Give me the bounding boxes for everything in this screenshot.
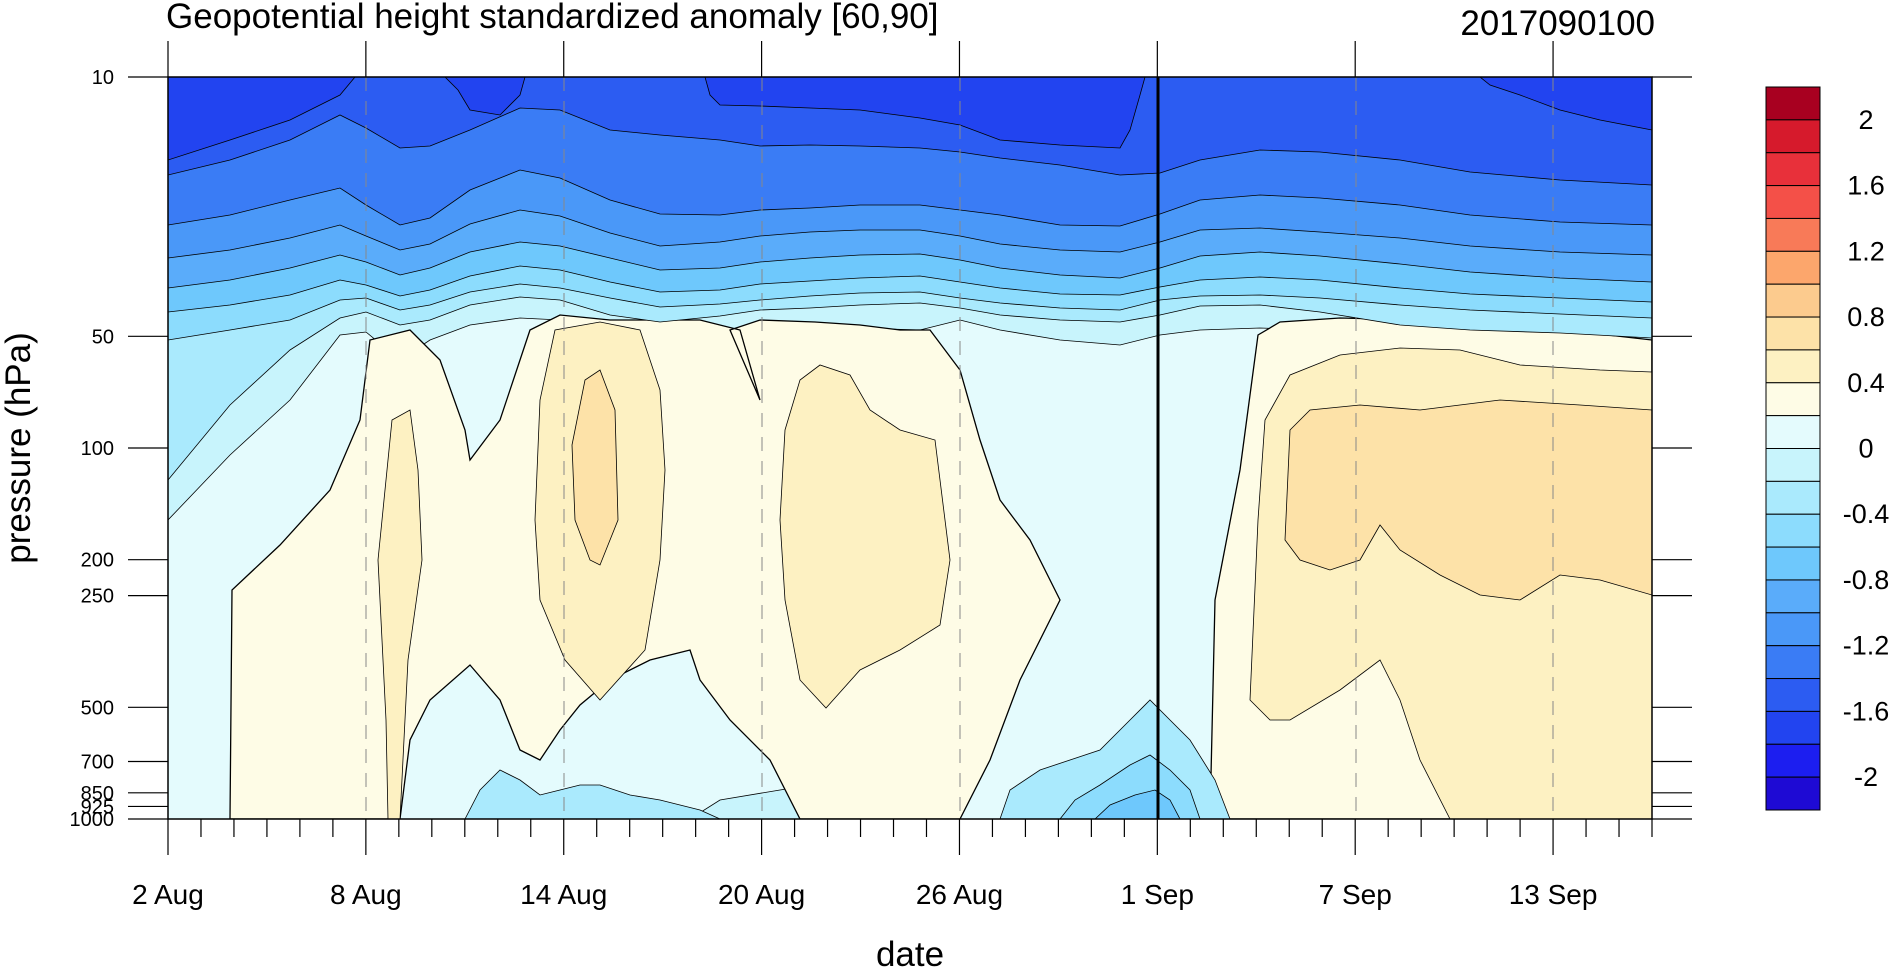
colorbar: 2 1.6 1.2 0.8 0.4 0 -0.4 -0.8 -1.2 -1.6 -2 (1765, 86, 1889, 811)
colorbar-label: -0.4 (1843, 499, 1889, 529)
x-tick-label: 7 Sep (1319, 879, 1392, 910)
colorbar-swatch (1765, 678, 1821, 712)
contour-band-neg18 (168, 77, 356, 161)
vertical-gridlines (365, 77, 1554, 819)
colorbar-swatch (1765, 119, 1821, 154)
y-tick-label: 925 (81, 796, 114, 818)
colorbar-swatch (1765, 448, 1821, 482)
colorbar-label: 1.2 (1847, 236, 1885, 266)
contour-band-neg16 (168, 77, 1652, 186)
colorbar-swatch (1765, 612, 1821, 647)
y-tick-label: 500 (81, 697, 114, 719)
y-tick-label: 250 (81, 586, 114, 608)
contour-band-neg18-d (1479, 77, 1652, 131)
y-tick-label: 1000 (70, 809, 115, 831)
x-tick-label: 26 Aug (916, 879, 1003, 910)
colorbar-swatch (1765, 382, 1821, 417)
colorbar-label: 2 (1858, 105, 1873, 135)
colorbar-swatch (1765, 185, 1821, 219)
colorbar-swatch (1765, 283, 1821, 318)
colorbar-swatch (1765, 546, 1821, 581)
y-tick-label: 50 (92, 326, 114, 348)
colorbar-swatch (1765, 513, 1821, 548)
y-tick-label: 100 (81, 438, 114, 460)
colorbar-label: 1.6 (1847, 171, 1885, 201)
x-axis: 2 Aug 8 Aug 14 Aug 20 Aug 26 Aug 1 Sep 7 Sep 13… (132, 41, 1653, 910)
colorbar-swatch (1765, 316, 1821, 351)
x-tick-label: 1 Sep (1121, 879, 1194, 910)
colorbar-label: 0.4 (1847, 368, 1885, 398)
x-tick-label: 2 Aug (132, 879, 204, 910)
colorbar-label: -1.6 (1843, 696, 1889, 726)
contour-band-aug-neg04 (464, 769, 721, 819)
colorbar-label: -2 (1854, 762, 1878, 792)
chart-date-stamp: 2017090100 (1460, 4, 1655, 43)
colorbar-swatch (1765, 415, 1821, 449)
colorbar-swatch (1765, 645, 1821, 680)
contour-band-pos02-a (377, 409, 423, 819)
x-axis-label: date (876, 935, 944, 969)
contour-band-pos04-b (1284, 399, 1652, 601)
colorbar-swatch (1765, 480, 1821, 515)
colorbar-label: 0.8 (1847, 302, 1885, 332)
colorbar-label: -0.8 (1843, 565, 1889, 595)
contour-band-neg18-b (444, 77, 526, 116)
colorbar-label: 0 (1858, 434, 1873, 464)
colorbar-swatch (1765, 579, 1821, 614)
colorbar-swatch (1765, 743, 1821, 778)
colorbar-swatch (1765, 217, 1821, 252)
colorbar-swatch (1765, 710, 1821, 745)
x-tick-label: 8 Aug (330, 879, 402, 910)
x-tick-label: 13 Sep (1509, 879, 1598, 910)
x-tick-label: 14 Aug (520, 879, 607, 910)
colorbar-swatch (1765, 349, 1821, 384)
chart-title: Geopotential height standardized anomaly… (166, 0, 938, 36)
y-tick-label: 700 (81, 752, 114, 774)
contour-band-pos02-c (779, 364, 951, 709)
contour-fill-area (168, 77, 1652, 819)
contour-band-pos04-a (571, 369, 619, 566)
colorbar-swatch (1765, 86, 1821, 121)
colorbar-label: -1.2 (1843, 631, 1889, 661)
y-tick-label: 10 (92, 67, 114, 89)
x-tick-label: 20 Aug (718, 879, 805, 910)
y-axis-label: pressure (hPa) (0, 332, 38, 563)
y-tick-label: 200 (81, 550, 114, 572)
colorbar-swatch (1765, 152, 1821, 187)
y-tick-label: 850 (81, 783, 114, 805)
colorbar-swatch (1765, 776, 1821, 811)
colorbar-swatch (1765, 250, 1821, 285)
